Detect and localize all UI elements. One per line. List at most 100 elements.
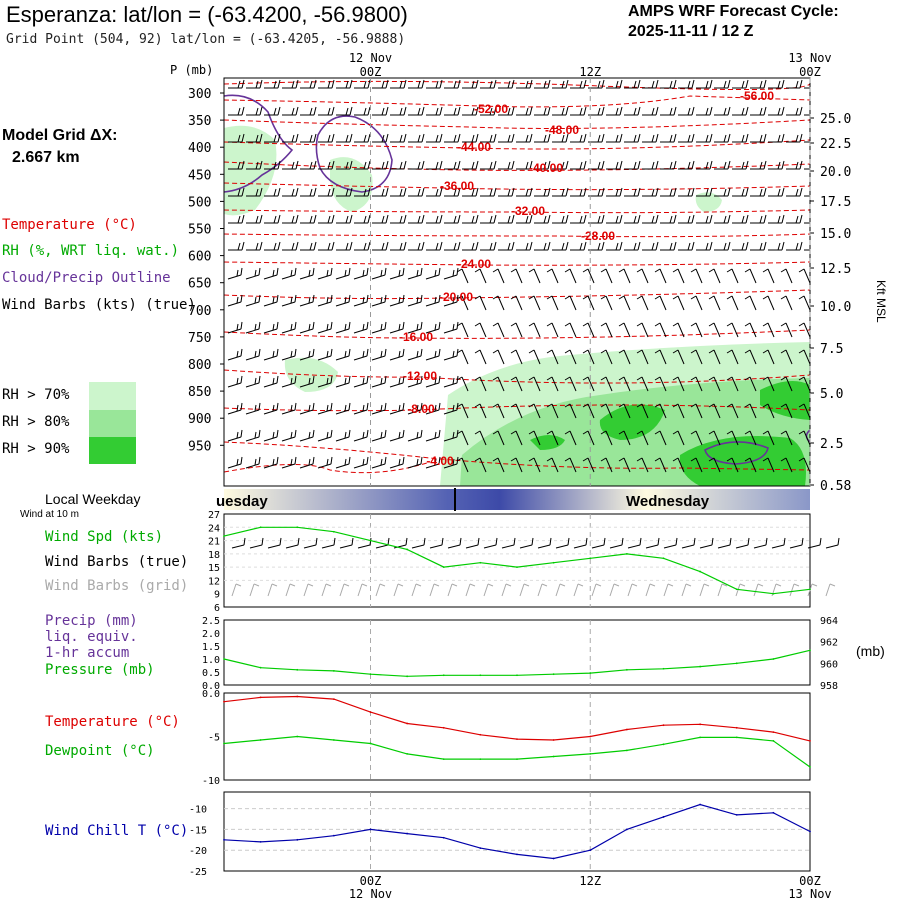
wind-barb xyxy=(407,456,423,469)
wind-barb xyxy=(390,133,407,143)
wind-barb xyxy=(654,349,667,365)
wind-barb xyxy=(245,267,261,280)
rh90-area-a xyxy=(599,404,665,440)
wind-barb xyxy=(786,187,803,197)
station-latlon: lat/lon = (-63.4200, -56.9800) xyxy=(123,2,408,27)
windchill-label: Wind Chill T (°C) xyxy=(45,823,189,839)
wind-barb xyxy=(462,133,479,143)
wind-barb xyxy=(228,214,245,224)
temperature-contour-label: -36.00 xyxy=(440,179,474,193)
wind-barb xyxy=(636,322,649,338)
surface-wind-barb-grid xyxy=(753,583,764,597)
wind-barb xyxy=(228,241,245,251)
wind-barb xyxy=(798,349,810,365)
weekday-wednesday: Wednesday xyxy=(626,493,710,510)
pressure-line-point xyxy=(442,674,445,677)
wind-barb xyxy=(444,106,461,116)
wind-speed-tick: 12 xyxy=(208,576,220,587)
wind-barb xyxy=(474,349,487,365)
wind-barb xyxy=(606,106,623,116)
wind-barb xyxy=(389,267,405,280)
wind-barb xyxy=(762,349,775,365)
wind-barb xyxy=(660,106,677,116)
surface-wind-barb-grid xyxy=(807,583,818,597)
wind-barb xyxy=(480,187,497,197)
surface-wind-barb-true xyxy=(429,537,444,549)
cloud-outline-upper xyxy=(315,115,393,193)
wind-barb xyxy=(744,295,757,311)
wind-barb xyxy=(600,376,613,392)
wind-barb xyxy=(768,241,785,251)
wind-barb xyxy=(246,160,263,170)
pressure-tick-label: 400 xyxy=(188,141,211,156)
rh90-area-b xyxy=(760,381,810,420)
wind-barb xyxy=(336,187,353,197)
wind-barb xyxy=(528,349,541,365)
wind-barb xyxy=(227,294,243,307)
panel-frame-wind xyxy=(223,513,811,608)
wind-barb xyxy=(462,79,479,89)
wind-barb xyxy=(246,187,263,197)
wind-barb xyxy=(726,403,739,419)
wind-barb xyxy=(264,106,281,116)
surface-wind-barb-true xyxy=(555,537,570,549)
wind-barb xyxy=(443,375,459,388)
pressure-line-point xyxy=(406,675,409,678)
wind-barb xyxy=(354,160,371,170)
pressure-tick-label: 450 xyxy=(188,168,211,183)
wind-speed-line-point xyxy=(369,539,372,542)
wind-barb xyxy=(690,349,703,365)
wind-barb xyxy=(672,295,685,311)
pressure-tick: 964 xyxy=(820,616,838,627)
wind-barb xyxy=(335,321,351,334)
wind-barb xyxy=(786,160,803,170)
wind-barb xyxy=(744,268,757,284)
wind-barb xyxy=(335,348,351,361)
wind-barb xyxy=(570,241,587,251)
surface-wind-barb-grid xyxy=(339,583,350,597)
wind-barb xyxy=(582,403,595,419)
wind-barb xyxy=(624,133,641,143)
wind-barb xyxy=(696,187,713,197)
rh70-area-upper-2 xyxy=(330,157,373,212)
wind-barb xyxy=(407,402,423,415)
isotherm-a xyxy=(224,80,810,91)
wind-barb xyxy=(456,403,469,419)
rh90-area-d xyxy=(530,435,565,450)
surface-wind-barb-grid xyxy=(411,583,422,597)
dewpoint-line-point xyxy=(735,736,738,739)
grid-dx-title: Model Grid ΔX: xyxy=(2,127,118,144)
temperature-line-point xyxy=(223,700,225,703)
wind-barb xyxy=(264,79,281,89)
wind-barb xyxy=(600,349,613,365)
wind-barb xyxy=(353,294,369,307)
wind-barb xyxy=(353,321,369,334)
wind-barb xyxy=(546,430,559,446)
isotherm-b xyxy=(224,95,810,108)
wind-barb xyxy=(768,79,785,89)
surface-wind-barb-true xyxy=(717,537,732,549)
surface-wind-barb-grid xyxy=(537,583,548,597)
top-hour-label: 00Z xyxy=(799,65,821,79)
wind-barb xyxy=(372,241,389,251)
wind-barb xyxy=(246,241,263,251)
wind-barb xyxy=(654,322,667,338)
wind-barb xyxy=(654,430,667,446)
wind-barb xyxy=(263,321,279,334)
wind-barb xyxy=(552,160,569,170)
surface-wind-barb-grid xyxy=(249,583,260,597)
wind-barb xyxy=(534,133,551,143)
dewpoint-line-point xyxy=(223,742,225,745)
wind-barb xyxy=(317,456,333,469)
surface-wind-barb-true xyxy=(645,537,660,549)
panel-frame-temp xyxy=(223,692,811,781)
wind-barb xyxy=(570,79,587,89)
dewpoint-line-point xyxy=(332,739,335,741)
wind-barb xyxy=(353,456,369,469)
wind-barb xyxy=(354,187,371,197)
temperature-line-point xyxy=(369,711,372,714)
wind-barb xyxy=(299,348,315,361)
wind-barb xyxy=(762,376,775,392)
wind-barb xyxy=(786,79,803,89)
wind-barb xyxy=(317,348,333,361)
